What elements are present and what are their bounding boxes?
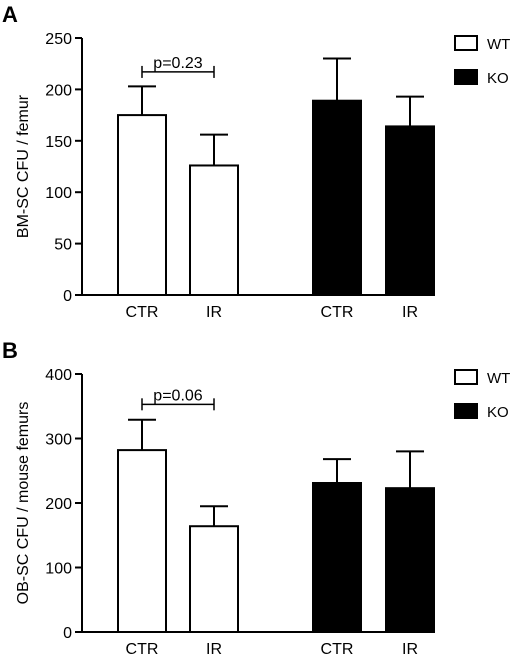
y-tick-label: 300 bbox=[45, 432, 72, 449]
y-tick-label: 0 bbox=[63, 625, 72, 642]
x-tick-label: IR bbox=[402, 304, 418, 321]
y-tick-label: 200 bbox=[45, 82, 72, 99]
x-tick-label: CTR bbox=[321, 304, 354, 321]
bar-wt-ir bbox=[189, 164, 239, 296]
y-tick-label: 150 bbox=[45, 134, 72, 151]
legend-swatch-wt bbox=[454, 369, 478, 385]
y-axis-title: BM-SC CFU / femur bbox=[15, 94, 32, 238]
x-tick-label: CTR bbox=[126, 304, 159, 321]
x-tick-label: IR bbox=[402, 641, 418, 656]
y-tick-label: 200 bbox=[45, 496, 72, 513]
bar-wt-ir bbox=[189, 525, 239, 633]
bar-ko-ir bbox=[385, 125, 435, 296]
panel-letter: A bbox=[2, 2, 18, 27]
legend-swatch-wt bbox=[454, 35, 478, 51]
bar-ko-ctr bbox=[312, 99, 362, 297]
legend-label-ko: KO bbox=[487, 70, 509, 87]
legend-label-wt: WT bbox=[487, 36, 510, 53]
y-tick-label: 0 bbox=[63, 288, 72, 305]
legend-swatch-ko bbox=[454, 403, 478, 419]
y-tick-label: 100 bbox=[45, 561, 72, 578]
legend-swatch-ko bbox=[454, 69, 478, 85]
x-tick-label: IR bbox=[206, 641, 222, 656]
y-tick-label: 50 bbox=[54, 237, 72, 254]
panel-letter: B bbox=[2, 338, 18, 363]
y-tick-label: 250 bbox=[45, 31, 72, 48]
panel-a: A 0 50 100 150 200 250 BM-SC CFU / femur CTR IR CT… bbox=[2, 2, 510, 321]
legend-label-wt: WT bbox=[487, 370, 510, 387]
x-tick-label: CTR bbox=[321, 641, 354, 656]
p-value-label: p=0.06 bbox=[153, 387, 202, 404]
y-tick-label: 400 bbox=[45, 367, 72, 384]
bar-ko-ctr bbox=[312, 482, 362, 633]
p-value-label: p=0.23 bbox=[153, 55, 202, 72]
y-tick-label: 100 bbox=[45, 185, 72, 202]
y-axis-title: OB-SC CFU / mouse femurs bbox=[15, 402, 32, 605]
bar-wt-ctr bbox=[117, 449, 167, 633]
x-tick-label: CTR bbox=[126, 641, 159, 656]
legend-label-ko: KO bbox=[487, 404, 509, 421]
panel-b: B 0 100 200 300 400 OB-SC CFU / mouse femurs CT… bbox=[2, 338, 510, 656]
bar-ko-ir bbox=[385, 487, 435, 634]
x-tick-label: IR bbox=[206, 304, 222, 321]
bar-wt-ctr bbox=[117, 114, 167, 296]
